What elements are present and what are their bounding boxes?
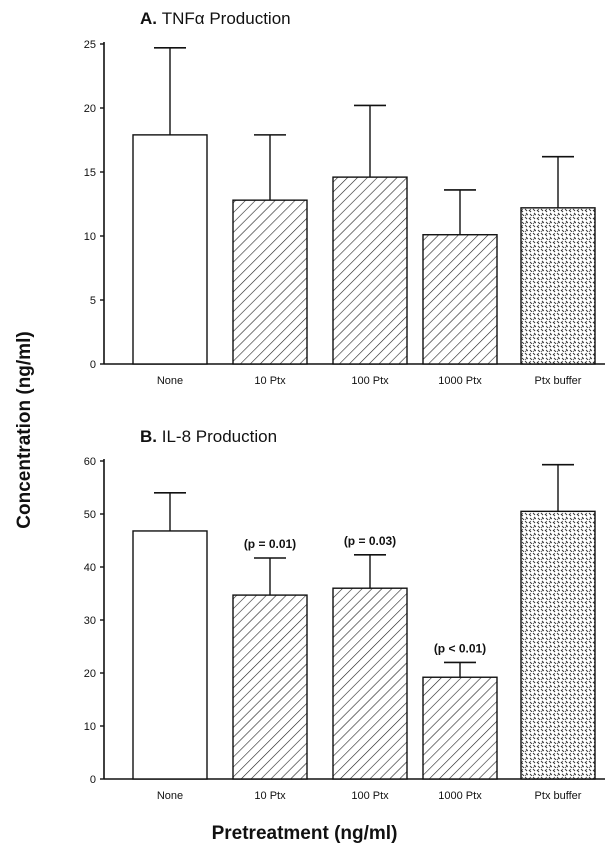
panel-a-category-label: Ptx buffer [535, 375, 582, 387]
panel-a-category-label: 100 Ptx [351, 375, 389, 387]
panel-b-category-label: None [157, 790, 183, 802]
panel-b-category-label: 100 Ptx [351, 790, 389, 802]
panel-a-y-tick-label: 0 [90, 359, 96, 371]
panel-b-significance-label: (p = 0.01) [244, 537, 296, 551]
panel-b-category-label: 10 Ptx [254, 790, 286, 802]
panel-a-category-label: 1000 Ptx [438, 375, 482, 387]
panel-b-title-letter: B. [140, 427, 162, 446]
panel-b-bar [520, 510, 596, 780]
panel-b-y-tick-label: 40 [84, 562, 96, 574]
panel-a-bar [232, 199, 308, 365]
panel-b-title: B. IL-8 Production [140, 427, 277, 446]
panel-a-bar [132, 134, 208, 365]
y-axis-title: Concentration (ng/ml) [14, 331, 35, 529]
panel-a-y-tick-label: 15 [84, 167, 96, 179]
panel-b-significance-label: (p < 0.01) [434, 641, 486, 655]
panel-a-y-tick-label: 5 [90, 295, 96, 307]
panel-b-y-tick-label: 50 [84, 509, 96, 521]
panel-b-bar [132, 530, 208, 780]
x-axis-title: Pretreatment (ng/ml) [211, 823, 398, 844]
panel-a-title-letter: A. [140, 9, 162, 28]
panel-a-bar [422, 234, 498, 365]
panel-b-y-tick-label: 20 [84, 668, 96, 680]
panel-b-significance-label: (p = 0.03) [344, 534, 396, 548]
panel-b-chart: B. IL-8 Production 0 10 20 30 40 50 60 None 10 Pt… [84, 427, 605, 802]
panel-a-bar [332, 176, 408, 365]
panel-b-y-tick-label: 60 [84, 456, 96, 468]
panel-a-title: A. TNFα Production [140, 9, 291, 28]
panel-a-bar [520, 207, 596, 365]
panel-b-y-tick-label: 30 [84, 615, 96, 627]
panel-b-title-text: IL-8 Production [162, 427, 277, 446]
y-axis-title-wrap: Concentration (ng/ml) [10, 250, 40, 610]
panel-a-y-tick-label: 20 [84, 103, 96, 115]
panel-a-y-tick-label: 10 [84, 231, 96, 243]
panel-b-bar [332, 587, 408, 780]
panel-a-y-tick-label: 25 [84, 39, 96, 51]
panel-a-title-text: TNFα Production [162, 9, 291, 28]
panel-a-category-label: 10 Ptx [254, 375, 286, 387]
panel-b-category-label: 1000 Ptx [438, 790, 482, 802]
panel-b-bar [422, 676, 498, 780]
panel-b-y-tick-label: 10 [84, 721, 96, 733]
panel-a-category-label: None [157, 375, 183, 387]
panel-b-category-label: Ptx buffer [535, 790, 582, 802]
panel-b-bar [232, 594, 308, 780]
panel-a-chart: A. TNFα Production 0 5 10 15 20 25 None 10 Ptx 10… [84, 9, 605, 387]
panel-b-y-tick-label: 0 [90, 774, 96, 786]
